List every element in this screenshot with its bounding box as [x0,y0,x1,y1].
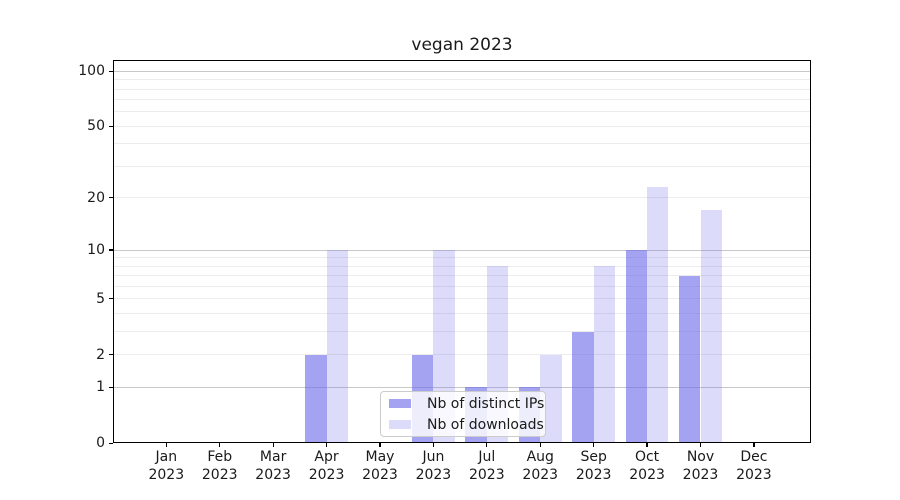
gridline [113,386,811,388]
bar-downloads [326,250,348,444]
legend-swatch-distinct-ips [389,399,411,408]
gridline [113,257,811,259]
x-tick-label: Jan 2023 [148,449,185,483]
x-tick [753,443,755,448]
y-tick-label: 5 [96,290,105,307]
x-tick [165,443,167,448]
gridline [113,313,811,315]
x-tick-label: Apr 2023 [308,449,345,483]
legend-label-distinct-ips: Nb of distinct IPs [427,395,545,412]
gridline [113,265,811,267]
legend-item-downloads: Nb of downloads [389,417,545,433]
x-tick-label: Aug 2023 [522,449,559,483]
y-tick-label: 20 [87,189,105,206]
y-tick-label: 10 [87,242,105,259]
gridline [113,79,811,81]
x-tick [539,443,541,448]
y-tick [109,386,113,389]
x-tick-label: Oct 2023 [629,449,665,483]
legend-item-distinct-ips: Nb of distinct IPs [389,396,545,412]
bar-downloads [647,187,669,444]
y-tick-label: 0 [96,435,105,452]
y-tick-label: 100 [78,63,105,80]
gridline [113,275,811,277]
x-tick-label: Nov 2023 [682,449,719,483]
y-tick-label: 50 [87,118,105,135]
bar-distinct-ips [305,354,327,444]
gridline [113,331,811,333]
bar-downloads [700,210,722,444]
bar-downloads [593,266,616,444]
y-tick-label: 1 [96,379,105,396]
gridline [113,249,811,251]
gridline [113,197,811,199]
y-tick [109,249,113,251]
legend-label-downloads: Nb of downloads [427,416,544,433]
x-tick-label: Jul 2023 [468,449,505,483]
chart-title: vegan 2023 [411,35,513,55]
x-tick-label: Mar 2023 [255,449,291,483]
gridline [113,143,811,145]
y-tick [109,354,113,356]
x-tick [379,443,381,448]
gridline [113,285,811,287]
y-tick [109,197,113,199]
x-tick-label: May 2023 [362,449,398,483]
y-tick [109,125,113,127]
gridline [113,70,811,72]
x-tick [272,443,274,448]
x-tick-label: Feb 2023 [201,449,238,483]
x-tick [646,443,648,448]
y-tick [109,298,113,300]
x-tick [699,443,702,448]
gridline [113,88,811,90]
x-tick-label: Sep 2023 [575,449,612,483]
x-tick [486,443,488,448]
x-tick [325,443,328,448]
x-tick-label: Dec 2023 [736,449,772,483]
x-tick-label: Jun 2023 [415,449,452,483]
x-tick [219,443,221,448]
y-tick-label: 2 [96,346,105,363]
legend-swatch-downloads [389,420,411,429]
gridline [113,166,811,167]
y-tick [109,442,113,444]
gridline [113,99,811,101]
bar-distinct-ips [572,331,594,444]
bar-distinct-ips [625,250,648,444]
gridline [113,298,811,300]
legend: Nb of distinct IPs Nb of downloads [380,391,546,437]
gridline [113,125,811,127]
x-tick [593,443,595,448]
bar-distinct-ips [679,275,701,444]
x-tick [432,443,434,448]
gridline [113,354,811,356]
gridline [113,111,811,113]
y-tick [109,70,113,72]
